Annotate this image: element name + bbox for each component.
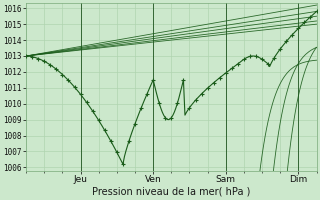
X-axis label: Pression niveau de la mer( hPa ): Pression niveau de la mer( hPa )	[92, 187, 251, 197]
